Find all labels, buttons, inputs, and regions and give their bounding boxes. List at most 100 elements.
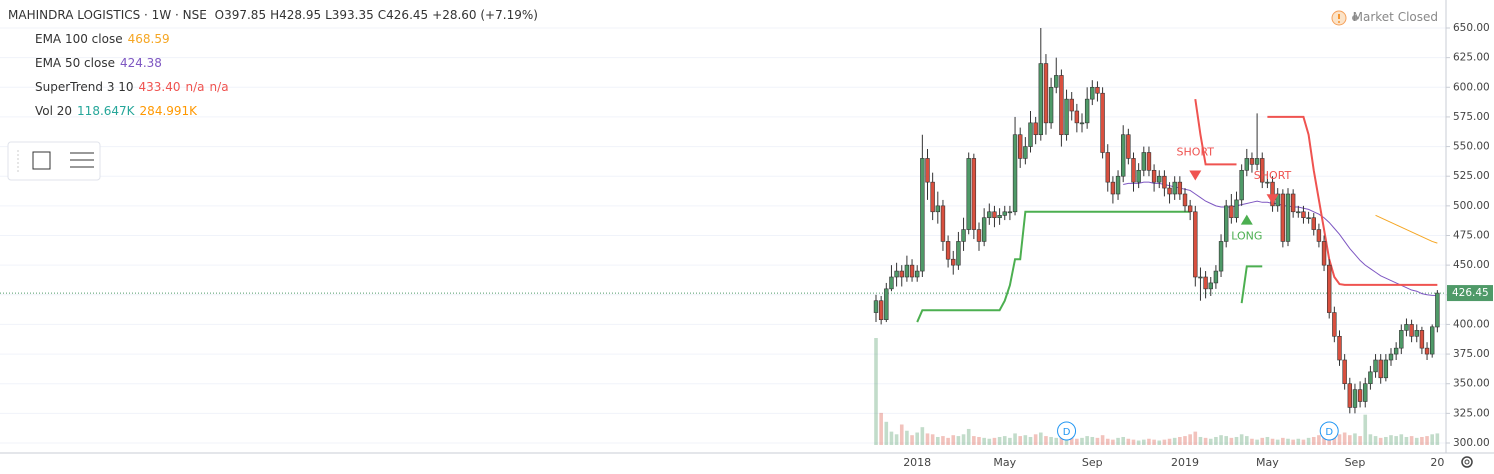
candle-body [987,211,992,219]
volume-bar [1275,439,1280,445]
candle-body [1151,169,1157,183]
candle-body [1347,383,1353,408]
volume-bar [1136,440,1141,445]
volume-bar [982,437,986,445]
volume-bar [1080,437,1084,445]
volume-bar [1033,434,1038,445]
volume-bar [1260,437,1265,445]
ohlc-value: +28.60 (+7.19%) [432,8,538,22]
volume-bar [1069,437,1074,445]
indicator-name: EMA 100 close [35,32,123,46]
volume-bar [951,435,956,445]
volume-bar [1193,431,1198,445]
volume-bar [1414,437,1419,445]
y-tick-label: 400.00 [1453,318,1490,330]
candle-body [1332,312,1337,337]
indicator-value: 284.991K [139,104,198,118]
last-price-box [1447,285,1493,302]
candle-body [1368,371,1373,385]
candle-body [1064,98,1069,136]
volume-bar [1394,436,1398,445]
volume-bar [1152,439,1156,445]
indicator-legend[interactable]: EMA 50 close 424.38 [35,56,167,70]
candle-body [1074,110,1080,124]
volume-bar [1239,434,1244,445]
y-tick-label: 300.00 [1453,437,1490,449]
signal-arrow [1189,170,1202,181]
indicator-name: SuperTrend 3 10 [35,80,134,94]
volume-bar [1219,435,1223,445]
candle-body [1435,292,1440,328]
candle-body [1059,75,1064,136]
alert-icon-dot [1338,21,1340,23]
volume-bar [1111,439,1115,445]
candle-body [1424,347,1430,355]
dividend-marker[interactable] [1057,421,1077,441]
candle-body [894,270,899,278]
y-tick-label: 325.00 [1453,407,1490,419]
toolbar[interactable] [7,141,101,181]
volume-bar [1229,437,1234,445]
candle-body [914,270,920,278]
volume-bar [1353,433,1357,445]
dividend-label: D [1063,427,1071,438]
candle-body [961,229,966,242]
candle-body [1177,181,1183,195]
candle-body [1363,383,1368,402]
volume-bar [1183,436,1187,445]
candle-body [956,241,961,266]
indicator-name: Vol 20 [35,104,73,118]
candle-body [1301,211,1306,219]
candle-body [930,181,935,213]
candle-body [1414,330,1419,337]
volume-bar [915,432,919,445]
volume-bar [1023,435,1028,445]
ohlc-value: L393.35 [325,8,374,22]
volume-bar [1203,437,1208,445]
dividend-label: D [1325,427,1333,438]
volume-bar [1255,439,1259,445]
volume-bar [1409,436,1414,445]
volume-bar [1044,436,1048,445]
candle-body [1244,158,1250,171]
volume-bar [1250,438,1254,445]
volume-bar [1178,436,1182,445]
rect-tool-icon[interactable] [32,151,51,170]
candle-body [1110,181,1116,195]
indicator-value: 468.59 [127,32,170,46]
y-tick-label: 600.00 [1453,81,1490,93]
volume-bar [899,424,904,445]
y-tick-label: 350.00 [1453,378,1490,390]
candle-body [935,205,941,213]
candle-body [940,205,946,242]
candle-body [1306,217,1311,220]
dividend-marker[interactable] [1319,421,1339,441]
volume-bar [992,437,997,445]
volume-bar [1291,439,1295,445]
menu-icon[interactable] [70,152,94,168]
volume-bar [1265,436,1270,445]
candle-body [1079,122,1085,125]
candle-body [1182,193,1188,207]
candle-body [951,258,956,266]
volume-bar [879,412,883,445]
candle-body [1023,146,1028,159]
indicator-legend[interactable]: Vol 20 118.647K 284.991K [35,104,202,118]
volume-bar [941,436,945,445]
candle-body [899,270,904,278]
settings-icon[interactable] [1461,456,1473,468]
candle-body [1404,324,1409,331]
indicator-legend[interactable]: SuperTrend 3 10 433.40 n/a n/a [35,80,234,94]
candle-body [1388,353,1394,361]
candle-body [1162,175,1167,189]
volume-bar [1306,437,1311,445]
candle-body [1172,181,1177,195]
indicator-legend[interactable]: EMA 100 close 468.59 [35,32,175,46]
volume-bar [1435,433,1440,445]
signal-arrow [1266,194,1279,205]
y-tick-label: 650.00 [1453,22,1490,34]
candle-body [1208,282,1213,290]
signal-label: SHORT [1177,146,1215,159]
volume-bar [997,436,1002,445]
